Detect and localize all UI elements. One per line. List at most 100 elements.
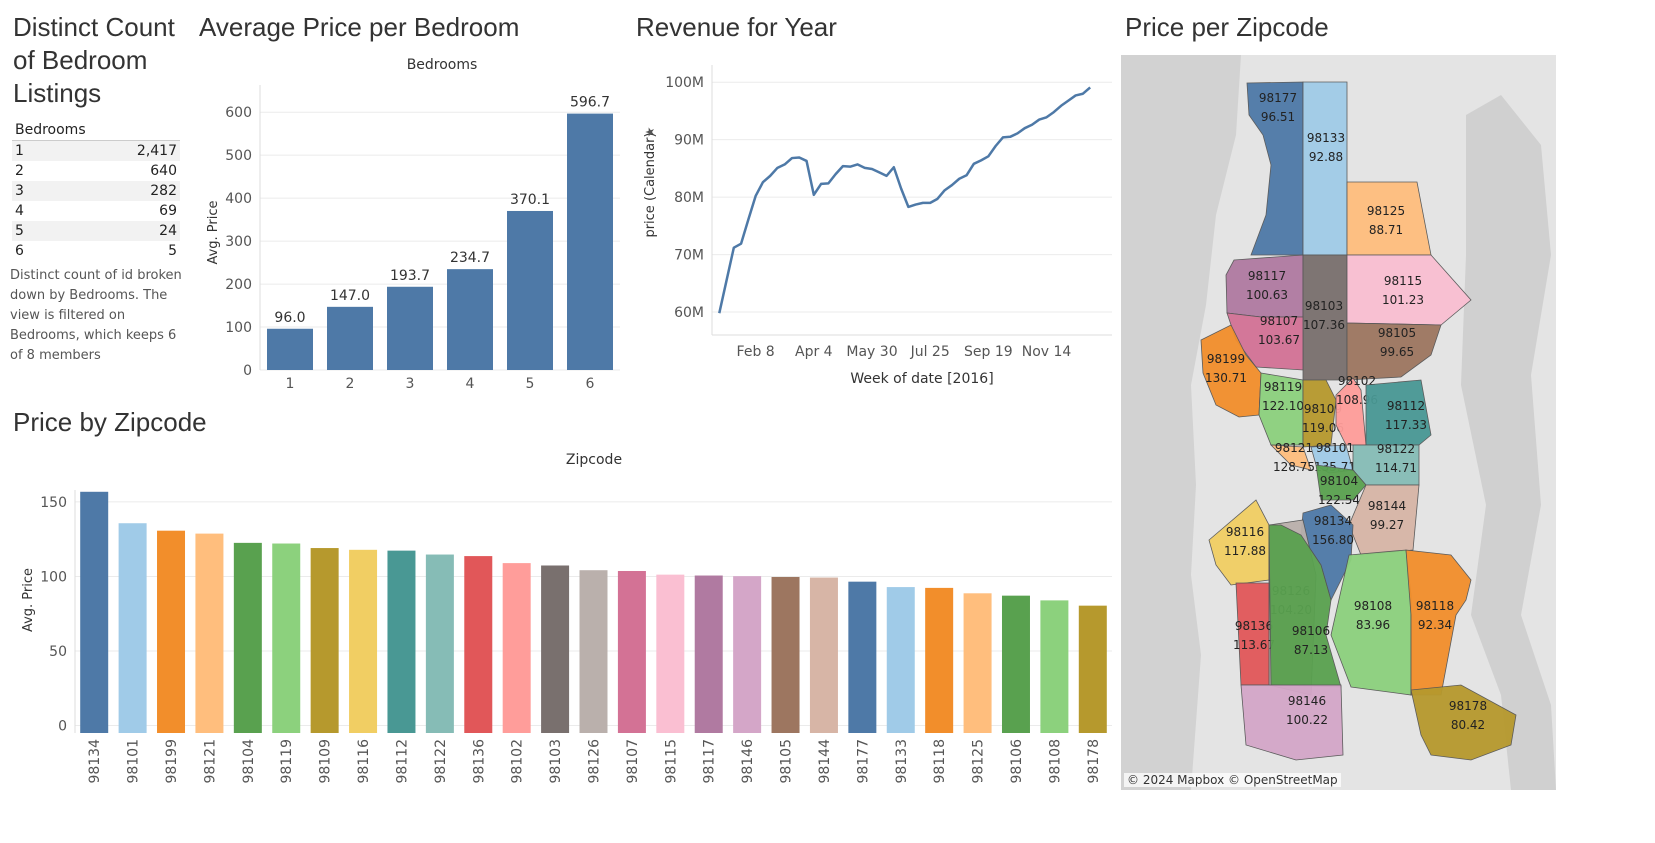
y-tick-label: 0	[243, 363, 252, 379]
bar	[272, 543, 301, 733]
bar	[886, 587, 915, 733]
zipcode-value-label: 96.51	[1261, 110, 1295, 124]
bar	[733, 576, 762, 733]
zipcode-label: 98103	[1305, 299, 1343, 313]
data-label: 193.7	[390, 268, 430, 284]
bar	[1078, 605, 1107, 733]
x-tick-label: 3	[406, 376, 415, 392]
count-cell: 640	[150, 163, 177, 179]
bar	[118, 523, 147, 733]
bar	[848, 581, 877, 733]
x-tick-label: 98104	[241, 739, 257, 784]
zipcode-label: 98115	[1384, 274, 1422, 288]
zipcode-region-98109	[1302, 379, 1337, 448]
bar	[567, 113, 613, 370]
x-tick-label: 98144	[817, 739, 833, 784]
zipcode-label: 98116	[1226, 525, 1264, 539]
x-tick-label: Feb 8	[737, 344, 775, 360]
x-tick-label: 4	[466, 376, 475, 392]
zipcode-value-label: 88.71	[1369, 223, 1403, 237]
zipcode-label: 98101	[1316, 441, 1354, 455]
x-tick-label: 98126	[587, 739, 603, 784]
map-canvas[interactable]: 98177 96.51 98133 92.88 98125 88.71 98117 100.6…	[1121, 55, 1556, 790]
x-tick-label: 98105	[779, 739, 795, 784]
zipcode-region-98112	[1365, 379, 1432, 446]
x-tick-label: 5	[526, 376, 535, 392]
distinct-count-title: Distinct Count of Bedroom Listings	[13, 12, 175, 108]
pin-icon: ★	[643, 127, 657, 138]
bar	[1001, 595, 1030, 733]
bedroom-count-table: Bedrooms 1 2,417 2 640 3 282 4 69 5 24 6 5	[12, 120, 180, 261]
y-tick-label: 150	[40, 495, 67, 511]
bar	[502, 563, 531, 733]
bar	[447, 269, 493, 370]
x-tick-label: 98134	[87, 739, 103, 784]
map-attribution: © 2024 Mapbox © OpenStreetMap	[1124, 773, 1341, 787]
zipcode-value-label: 100.63	[1246, 288, 1288, 302]
avg-price-bedroom-chart: Bedrooms Avg. Price 0 100 200 300 400 500 600 96.…	[206, 57, 620, 392]
zipcode-value-label: 119.06	[1302, 421, 1344, 435]
y-tick-label: 500	[225, 148, 252, 164]
zipcode-label: 98133	[1307, 131, 1345, 145]
x-tick-label: 98121	[202, 739, 218, 784]
bar	[425, 554, 454, 733]
zipcode-value-label: 156.80	[1312, 533, 1354, 547]
zipcode-label: 98109	[1304, 402, 1342, 416]
x-tick-label: 98115	[663, 739, 679, 784]
zipcode-value-label: 122.54	[1318, 493, 1360, 507]
zipcode-label: 98102	[1338, 374, 1376, 388]
zipcode-region-98119	[1258, 372, 1304, 446]
y-tick-label: 100	[225, 320, 252, 336]
table-row: 3 282	[12, 181, 180, 201]
zipcode-region-98105	[1346, 322, 1442, 381]
count-cell: 69	[159, 203, 177, 219]
x-tick-label: 98108	[1047, 739, 1063, 784]
zipcode-region-98121	[1269, 444, 1312, 471]
y-axis-title: Avg. Price	[206, 200, 221, 264]
x-tick-label: 98116	[356, 739, 372, 784]
zipcode-value-label: 114.71	[1375, 461, 1417, 475]
bar	[195, 533, 224, 733]
price-by-zipcode-title: Price by Zipcode	[13, 407, 207, 437]
y-tick-label: 70M	[674, 248, 704, 264]
zipcode-label: 98108	[1354, 599, 1392, 613]
y-axis-title: price (Calendar)	[643, 132, 658, 237]
bar	[387, 550, 416, 733]
x-tick-label: May 30	[846, 344, 897, 360]
y-tick-label: 200	[225, 277, 252, 293]
x-tick-label: 98146	[740, 739, 756, 784]
x-tick-label: 98136	[471, 739, 487, 784]
x-tick-label: 2	[346, 376, 355, 392]
table-body: 1 2,417 2 640 3 282 4 69 5 24 6 5	[12, 141, 180, 261]
count-cell: 24	[159, 223, 177, 239]
bar	[963, 593, 992, 733]
zipcode-region-98133	[1302, 81, 1348, 256]
price-per-zipcode-title: Price per Zipcode	[1125, 12, 1329, 42]
y-tick-label: 100M	[665, 75, 704, 91]
x-tick-label: 98118	[932, 739, 948, 784]
x-tick-label: 98119	[279, 739, 295, 784]
table-caption: Distinct count of id broken down by Bedr…	[10, 268, 182, 363]
bedroom-cell: 6	[15, 243, 24, 259]
x-tick-label: 98102	[510, 739, 526, 784]
zipcode-map[interactable]: 98177 96.51 98133 92.88 98125 88.71 98117 100.6…	[1121, 55, 1556, 790]
y-tick-label: 80M	[674, 190, 704, 206]
x-tick-label: 98178	[1086, 739, 1102, 784]
x-axis-title: Bedrooms	[407, 57, 478, 73]
count-cell: 5	[168, 243, 177, 259]
x-tick-label: 98133	[894, 739, 910, 784]
zipcode-value-label: 99.65	[1380, 345, 1414, 359]
bedroom-cell: 4	[15, 203, 24, 219]
bar	[579, 570, 608, 733]
zipcode-value-label: 130.71	[1205, 371, 1247, 385]
avg-price-bedroom-title: Average Price per Bedroom	[199, 12, 520, 42]
x-tick-label: 98117	[702, 739, 718, 784]
bar	[541, 565, 570, 733]
zipcode-value-label: 117.88	[1224, 544, 1266, 558]
table-row: 1 2,417	[12, 141, 180, 161]
zipcode-region-98136	[1235, 582, 1270, 686]
zipcode-region-98115	[1346, 254, 1472, 326]
zipcode-region-98104	[1315, 464, 1367, 501]
bar	[617, 570, 646, 733]
x-tick-label: Jul 25	[910, 344, 950, 360]
